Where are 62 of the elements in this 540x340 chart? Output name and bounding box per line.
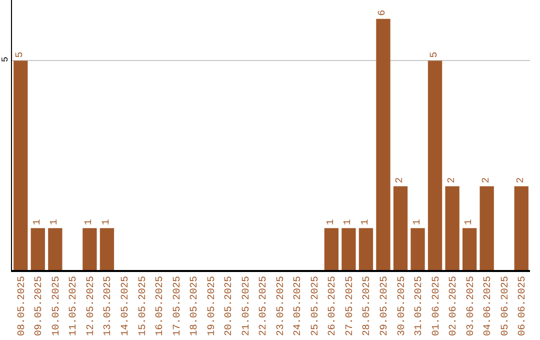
x-tick-label: 31.05.2025	[414, 276, 426, 336]
x-tick-label: 03.06.2025	[466, 276, 477, 336]
x-tick-label: 26.05.2025	[328, 276, 339, 336]
data-label: 2	[395, 177, 406, 184]
bar	[48, 228, 62, 270]
data-label: 5	[15, 52, 26, 58]
x-tick-label: 25.05.2025	[310, 276, 322, 336]
x-tick-label: 01.06.2025	[431, 276, 442, 336]
data-label: 2	[481, 177, 492, 184]
data-label: 1	[32, 219, 44, 226]
x-tick-label: 08.05.2025	[16, 276, 28, 336]
data-label: 1	[50, 219, 61, 226]
data-label: 1	[412, 219, 424, 226]
x-tick-label: 22.05.2025	[258, 276, 270, 336]
data-label: 2	[446, 177, 458, 184]
x-tick-label: 17.05.2025	[172, 276, 184, 336]
bar	[324, 228, 339, 270]
bar	[14, 60, 28, 270]
bar	[480, 186, 494, 270]
x-tick-label: 14.05.2025	[120, 276, 132, 336]
x-tick-label: 09.05.2025	[34, 276, 46, 336]
bar	[428, 60, 442, 270]
bar	[376, 18, 390, 270]
x-tick-label: 23.05.2025	[276, 276, 287, 336]
x-tick-label: 06.06.2025	[518, 276, 529, 336]
x-tick-label: 29.05.2025	[379, 276, 390, 336]
bar	[100, 228, 114, 270]
bar	[82, 228, 97, 270]
data-label: 1	[360, 219, 372, 226]
x-tick-label: 10.05.2025	[51, 276, 62, 336]
bar	[393, 186, 408, 270]
bar	[358, 228, 374, 270]
x-tick-label: 20.05.2025	[224, 276, 236, 336]
data-label: 1	[84, 219, 96, 226]
data-label: 5	[430, 52, 441, 58]
x-tick-label: 30.05.2025	[396, 276, 408, 336]
data-label: 2	[516, 177, 527, 184]
x-tick-label: 18.05.2025	[190, 276, 201, 336]
data-label: 6	[378, 10, 389, 16]
x-tick-label: 13.05.2025	[103, 276, 114, 336]
x-tick-label: 24.05.2025	[293, 276, 304, 336]
data-label: 1	[343, 219, 354, 226]
data-label: 1	[464, 219, 476, 226]
x-tick-label: 04.06.2025	[483, 276, 494, 336]
data-label: 1	[326, 219, 337, 226]
data-label: 1	[101, 219, 112, 226]
x-tick-label: 12.05.2025	[86, 276, 97, 336]
bar	[514, 186, 528, 270]
x-tick-label: 27.05.2025	[344, 276, 356, 336]
x-tick-label: 28.05.2025	[362, 276, 374, 336]
x-tick-label: 21.05.2025	[241, 276, 252, 336]
x-tick-label: 05.06.2025	[500, 276, 512, 336]
bar	[462, 228, 477, 270]
x-tick-label: 02.06.2025	[448, 276, 460, 336]
x-tick-label: 15.05.2025	[138, 276, 149, 336]
bar	[30, 228, 45, 270]
x-tick-label: 19.05.2025	[206, 276, 218, 336]
bar	[342, 228, 356, 270]
bar	[445, 186, 460, 270]
bar	[410, 228, 425, 270]
x-tick-label: 11.05.2025	[68, 276, 80, 336]
x-tick-label: 16.05.2025	[155, 276, 166, 336]
